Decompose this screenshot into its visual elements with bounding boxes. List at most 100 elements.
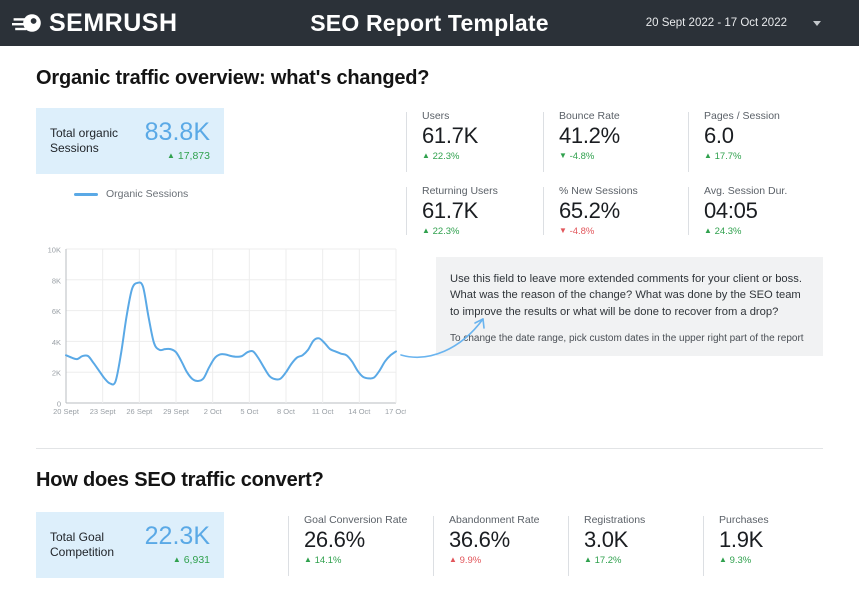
comment-field[interactable]: Use this field to leave more extended co…: [436, 257, 823, 356]
kpi-delta: ▼ -4.8%: [559, 151, 688, 162]
section-divider: [36, 448, 823, 450]
kpi-value: 41.2%: [559, 123, 620, 148]
kpi-delta: ▼ -4.8%: [559, 226, 688, 237]
svg-text:29 Sept: 29 Sept: [163, 407, 190, 416]
kpi-delta: ▲ 17.2%: [584, 555, 703, 566]
comment-main-text: Use this field to leave more extended co…: [450, 273, 802, 318]
trend-up-icon: ▲: [584, 555, 592, 565]
highlight-card-total-goal-competition[interactable]: Total Goal Competition 22.3K ▲ 6,931: [36, 512, 224, 579]
kpi-delta: ▲ 24.3%: [704, 226, 823, 237]
trend-up-icon: ▲: [704, 226, 712, 236]
highlight-card-delta: ▲ 6,931: [145, 554, 210, 566]
kpi-delta: ▲ 9.9%: [449, 555, 568, 566]
kpi-delta-value: 22.3%: [432, 226, 460, 238]
kpi-goal-conversion-rate[interactable]: Goal Conversion Rate 26.6% ▲ 14.1%: [288, 514, 433, 578]
svg-text:20 Sept: 20 Sept: [53, 407, 80, 416]
kpi-bounce-rate[interactable]: Bounce Rate 41.2% ▼ -4.8%: [543, 110, 688, 174]
kpi-registrations[interactable]: Registrations 3.0K ▲ 17.2%: [568, 514, 703, 578]
highlight-card-label: Total organic Sessions: [50, 126, 119, 155]
trend-up-icon: ▲: [422, 151, 430, 161]
highlight-card-delta: ▲ 17,873: [145, 150, 210, 162]
kpi-value: 36.6%: [449, 527, 510, 553]
report-body: Organic traffic overview: what's changed…: [0, 67, 859, 594]
legend-label: Organic Sessions: [106, 188, 189, 200]
semrush-logo: SEMRUSH: [0, 9, 178, 38]
svg-text:14 Oct: 14 Oct: [348, 407, 371, 416]
comment-sub-text: To change the date range, pick custom da…: [450, 332, 804, 344]
section-title-organic-traffic: Organic traffic overview: what's changed…: [36, 67, 430, 89]
highlight-card-delta-value: 17,873: [177, 150, 210, 162]
svg-text:0: 0: [57, 400, 61, 409]
kpi-delta: ▲ 14.1%: [304, 555, 433, 566]
highlight-card-label: Total Goal Competition: [50, 530, 115, 560]
kpi-returning-users[interactable]: Returning Users 61.7K ▲ 22.3%: [406, 185, 543, 237]
kpi-purchases[interactable]: Purchases 1.9K ▲ 9.3%: [703, 514, 823, 578]
kpi-value: 61.7K: [422, 198, 478, 223]
kpi-users[interactable]: Users 61.7K ▲ 22.3%: [406, 110, 543, 174]
kpi-value: 04:05: [704, 198, 758, 223]
trend-up-icon: ▲: [422, 226, 430, 236]
kpi-delta: ▲ 9.3%: [719, 555, 823, 566]
kpi-delta-value: 14.1%: [314, 555, 342, 567]
chevron-down-icon[interactable]: [813, 20, 821, 26]
chart-legend-organic-sessions: Organic Sessions: [36, 188, 406, 200]
kpi-percent-new-sessions[interactable]: % New Sessions 65.2% ▼ -4.8%: [543, 185, 688, 237]
kpi-value: 6.0: [704, 123, 734, 148]
trend-up-icon: ▲: [172, 555, 181, 565]
curved-arrow-icon: [400, 318, 485, 359]
kpi-label: Registrations: [584, 514, 646, 527]
kpi-label: Bounce Rate: [559, 110, 620, 122]
highlight-card-delta-value: 6,931: [183, 554, 210, 567]
svg-text:26 Sept: 26 Sept: [126, 407, 153, 416]
kpi-label: Abandonment Rate: [449, 514, 540, 527]
trend-up-icon: ▲: [167, 151, 175, 160]
kpi-delta-value: -4.8%: [569, 151, 595, 163]
organic-sessions-line-chart: 10K 8K 6K 4K 2K 020 Sept 23 Sept 26 Sept 29 Sept…: [48, 246, 408, 417]
kpi-delta-value: -4.8%: [569, 226, 595, 238]
kpi-label: Pages / Session: [704, 110, 780, 122]
svg-text:8 Oct: 8 Oct: [277, 407, 296, 416]
kpi-delta-value: 9.9%: [459, 555, 482, 567]
svg-text:8K: 8K: [52, 276, 61, 285]
kpi-value: 26.6%: [304, 527, 365, 553]
kpi-label: Returning Users: [422, 185, 498, 197]
kpi-value: 3.0K: [584, 527, 629, 553]
kpi-label: % New Sessions: [559, 185, 638, 197]
svg-text:2K: 2K: [52, 369, 61, 378]
kpi-value: 61.7K: [422, 123, 478, 148]
kpi-abandonment-rate[interactable]: Abandonment Rate 36.6% ▲ 9.9%: [433, 514, 568, 578]
svg-text:6K: 6K: [52, 307, 61, 316]
trend-up-icon: ▲: [704, 151, 712, 161]
semrush-logo-text: SEMRUSH: [49, 8, 178, 37]
kpi-delta-value: 17.7%: [714, 151, 742, 163]
kpi-label: Purchases: [719, 514, 769, 527]
kpi-value: 1.9K: [719, 527, 764, 553]
kpi-delta: ▲ 17.7%: [704, 151, 823, 162]
kpi-label: Users: [422, 110, 450, 122]
highlight-card-total-organic-sessions[interactable]: Total organic Sessions 83.8K ▲ 17,873: [36, 108, 224, 174]
kpi-avg-session-duration[interactable]: Avg. Session Dur. 04:05 ▲ 24.3%: [688, 185, 823, 237]
svg-text:11 Oct: 11 Oct: [312, 407, 334, 416]
kpi-delta-value: 22.3%: [432, 151, 460, 163]
app-header: SEMRUSH SEO Report Template 20 Sept 2022…: [0, 0, 859, 46]
highlight-card-value: 22.3K: [144, 522, 210, 551]
kpi-delta: ▲ 22.3%: [422, 226, 543, 237]
svg-text:2 Oct: 2 Oct: [204, 407, 223, 416]
svg-text:4K: 4K: [52, 338, 61, 347]
svg-text:23 Sept: 23 Sept: [90, 407, 117, 416]
trend-down-icon: ▼: [559, 151, 567, 161]
svg-text:10K: 10K: [48, 246, 61, 255]
kpi-delta-value: 9.3%: [729, 555, 752, 567]
trend-up-icon: ▲: [449, 555, 457, 565]
kpi-delta: ▲ 22.3%: [422, 151, 543, 162]
svg-text:5 Oct: 5 Oct: [240, 407, 259, 416]
kpi-label: Goal Conversion Rate: [304, 514, 408, 527]
semrush-comet-icon: [12, 14, 41, 32]
kpi-value: 65.2%: [559, 198, 620, 223]
kpi-pages-per-session[interactable]: Pages / Session 6.0 ▲ 17.7%: [688, 110, 823, 174]
svg-text:17 Oct: 17 Oct: [385, 407, 406, 416]
trend-down-icon: ▼: [559, 226, 567, 236]
date-range-label[interactable]: 20 Sept 2022 - 17 Oct 2022: [645, 17, 787, 29]
trend-up-icon: ▲: [719, 555, 727, 565]
legend-color-swatch: [74, 192, 98, 196]
